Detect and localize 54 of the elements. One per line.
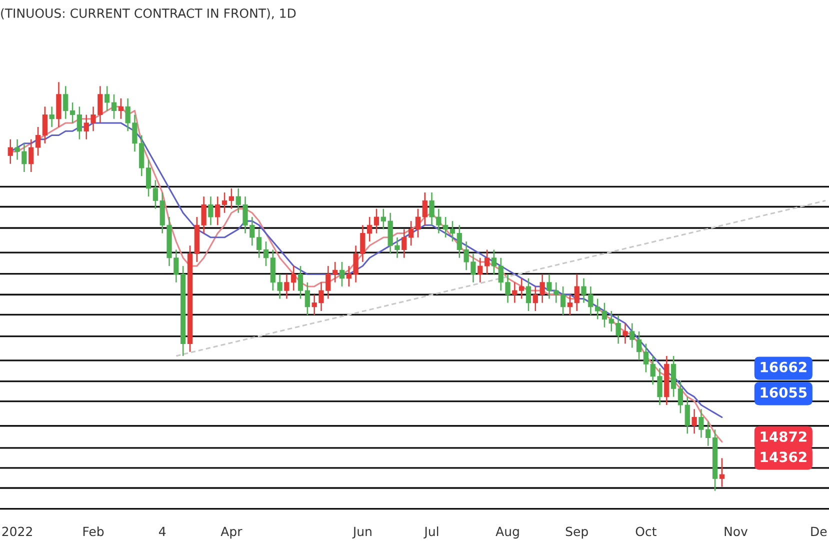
annotation: 16662 (760, 362, 806, 372)
candlestick (63, 86, 68, 120)
candlestick (678, 380, 684, 414)
candlestick (104, 86, 110, 112)
candlestick (526, 278, 532, 312)
candlestick (402, 228, 407, 258)
candlestick (49, 106, 54, 128)
candlestick (8, 138, 13, 164)
candlestick (408, 220, 414, 246)
candlestick (484, 249, 490, 275)
candlestick (222, 192, 228, 214)
candlestick (415, 208, 421, 238)
x-tick-label: Oct (636, 526, 656, 536)
x-tick-label: Nov (724, 526, 748, 536)
x-tick-label: Aug (496, 526, 519, 539)
candlestick (111, 94, 117, 120)
candlestick (450, 220, 456, 242)
x-tick-label: Sep (566, 526, 588, 539)
x-tick-label: Jul (424, 526, 438, 538)
chart-title: (TINUOUS: CURRENT CONTRACT IN FRONT), 1D (1, 8, 296, 20)
x-tick-label: Jun (352, 526, 372, 538)
annotation: 14872 (760, 431, 806, 442)
candlestick (602, 302, 608, 328)
candlestick (35, 126, 41, 156)
candlestick (339, 261, 345, 288)
candlestick (228, 188, 234, 210)
x-tick-label: Feb (83, 526, 104, 536)
x-tick-label: 2022 (2, 526, 32, 536)
candlestick (263, 240, 269, 267)
candlestick (304, 282, 310, 316)
candlestick (692, 408, 697, 434)
candlestick (719, 458, 724, 488)
candlestick (684, 396, 690, 434)
candlestick (118, 98, 124, 120)
candlestick (42, 106, 48, 144)
candlestick (70, 102, 76, 124)
candlestick (636, 330, 642, 361)
candlestick (298, 265, 304, 300)
candlestick (215, 196, 220, 226)
x-tick-label: 4 (158, 526, 166, 536)
x-tick-label: De (811, 526, 827, 536)
candlestick (560, 286, 566, 316)
x-tick-label: Apr (220, 526, 242, 539)
annotation: 16055 (760, 387, 807, 398)
candlestick (146, 159, 152, 198)
candlestick (630, 322, 635, 348)
candlestick (208, 196, 214, 226)
annotation: 14362 (760, 452, 806, 462)
candlestick (622, 322, 628, 344)
candlestick (76, 106, 82, 140)
candlestick (478, 257, 483, 284)
candlestick (28, 138, 34, 173)
candlestick (374, 208, 380, 234)
candlestick (422, 192, 428, 226)
